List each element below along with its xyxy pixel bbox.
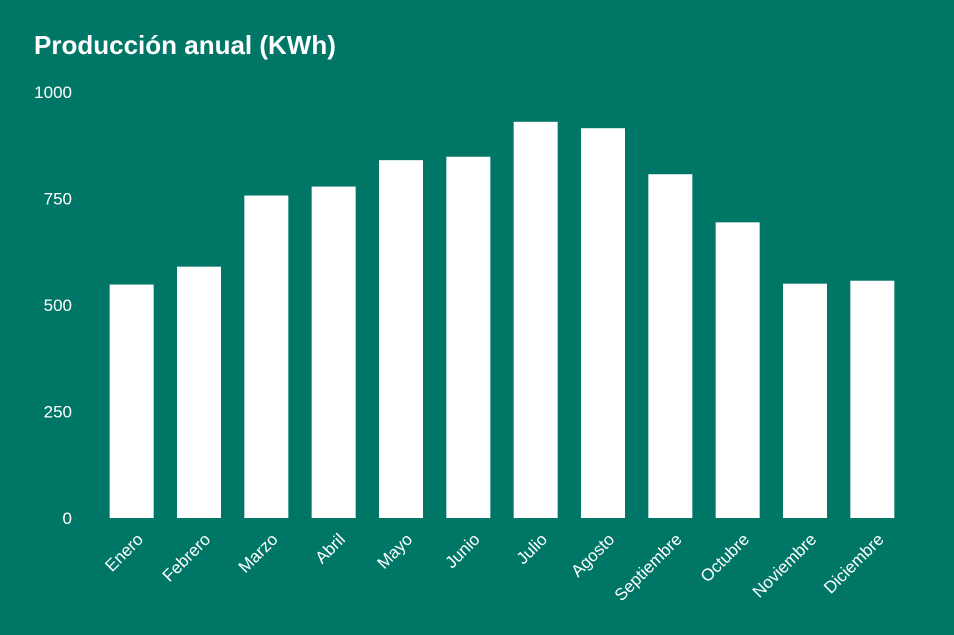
x-tick-label: Junio: [441, 530, 483, 572]
x-tick-label: Marzo: [235, 530, 282, 577]
bar-noviembre: [783, 283, 827, 518]
x-tick-label: Abril: [311, 530, 348, 567]
bar-mayo: [379, 160, 423, 518]
bar-agosto: [581, 128, 625, 518]
chart-title: Producción anual (KWh): [34, 30, 336, 60]
y-tick-label: 1000: [34, 83, 72, 102]
x-tick-label: Enero: [101, 530, 147, 576]
x-tick-label: Febrero: [159, 530, 215, 586]
bar-febrero: [177, 266, 221, 518]
x-tick-label: Septiembre: [611, 530, 686, 605]
x-tick-label: Octubre: [697, 530, 753, 586]
bar-diciembre: [850, 280, 895, 518]
y-tick-label: 0: [63, 509, 72, 528]
bar-octubre: [715, 222, 760, 518]
y-tick-label: 250: [44, 403, 72, 422]
x-tick-label: Diciembre: [820, 530, 888, 598]
bar-septiembre: [648, 174, 693, 518]
bar-enero: [109, 284, 154, 518]
x-tick-label: Julio: [513, 530, 551, 568]
x-tick-label: Noviembre: [749, 530, 821, 602]
x-tick-label: Mayo: [373, 530, 416, 573]
bar-junio: [446, 156, 491, 518]
x-axis-ticks: Enero Febrero Marzo Abril Mayo Junio Julio Agos…: [101, 530, 887, 605]
y-axis-ticks: 0 250 500 750 1000: [34, 83, 72, 528]
bar-marzo: [244, 195, 289, 518]
bar-julio: [513, 121, 558, 518]
bars: [109, 121, 895, 518]
bar-abril: [311, 186, 356, 518]
y-tick-label: 750: [44, 190, 72, 209]
x-tick-label: Agosto: [567, 530, 618, 581]
y-tick-label: 500: [44, 296, 72, 315]
